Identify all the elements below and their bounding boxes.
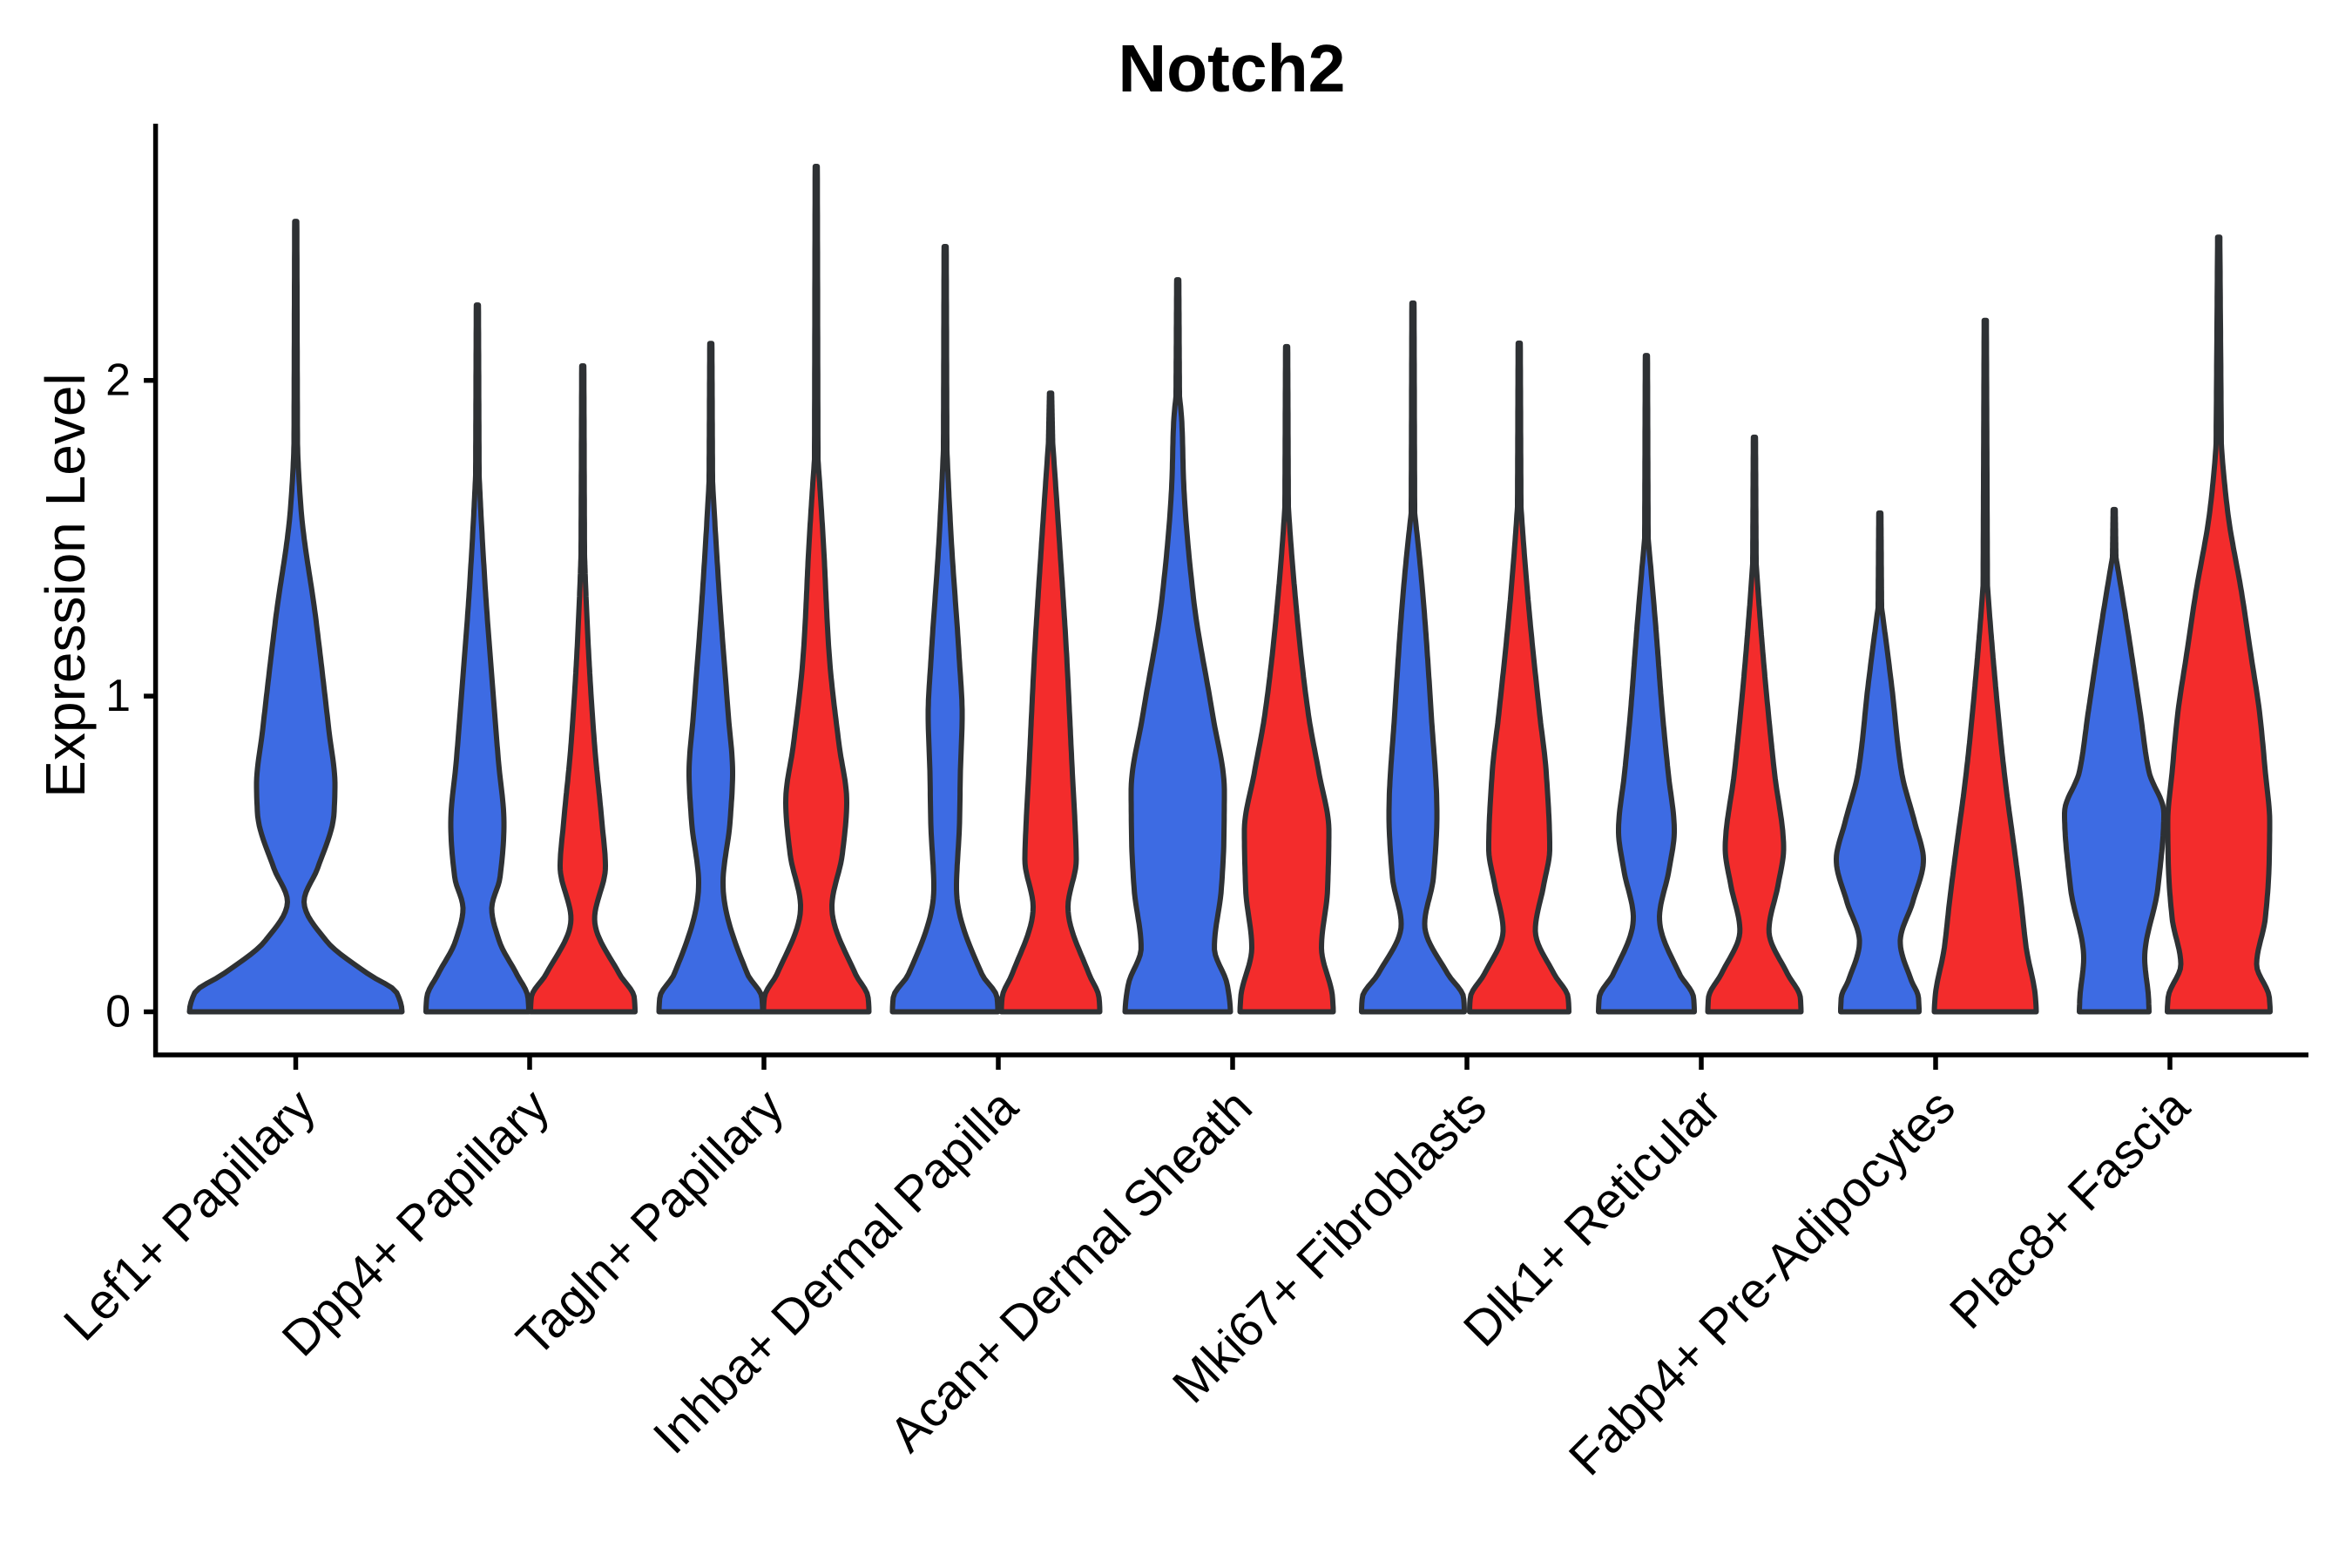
svg-text:2: 2 [105, 355, 131, 406]
svg-text:Notch2: Notch2 [1119, 31, 1346, 106]
svg-text:Expression Level: Expression Level [34, 373, 97, 797]
svg-text:0: 0 [105, 987, 131, 1037]
svg-text:1: 1 [105, 671, 131, 721]
